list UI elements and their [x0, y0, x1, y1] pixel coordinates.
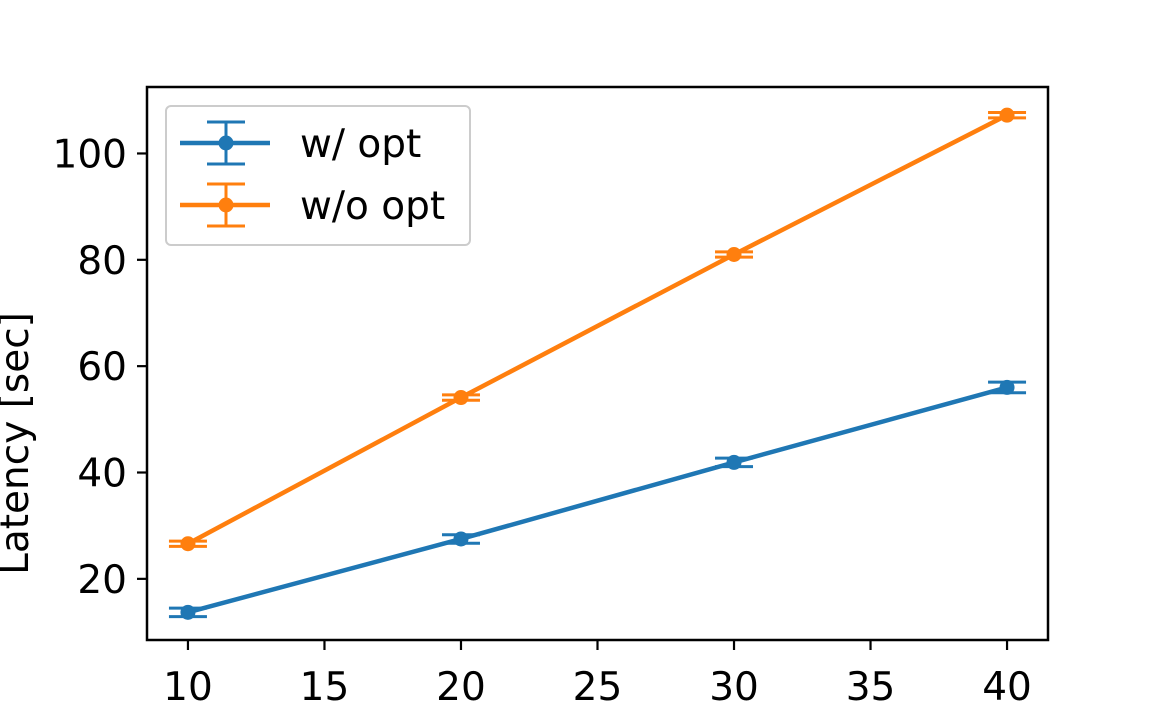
legend-label: w/ opt [300, 122, 421, 167]
plot-frame [145, 85, 1050, 642]
x-tick-label: 30 [709, 665, 759, 710]
legend-marker [218, 197, 234, 213]
data-point [453, 531, 469, 547]
x-tick-label: 20 [436, 665, 486, 710]
legend: w/ opt w/o opt [165, 105, 471, 246]
data-point [180, 604, 196, 620]
y-tick-label: 100 [53, 132, 127, 177]
data-point [999, 379, 1015, 395]
series-1 [168, 379, 1027, 620]
plot-series [168, 107, 1027, 620]
legend-item: w/o opt [180, 182, 445, 229]
y-axis-label: Latency [sec] [0, 312, 38, 575]
data-point [726, 454, 742, 470]
data-point [726, 246, 742, 262]
x-tick-label: 40 [982, 665, 1032, 710]
series-line [187, 385, 1008, 615]
x-tick-label: 15 [300, 665, 350, 710]
x-tick-label: 35 [846, 665, 896, 710]
axis-ticks: 10 15 20 25 30 35 40 20 40 60 80 100 [53, 132, 1032, 710]
data-point [453, 390, 469, 406]
legend-label: w/o opt [300, 184, 445, 229]
y-tick-label: 80 [77, 239, 127, 284]
y-tick-label: 60 [77, 345, 127, 390]
data-point [999, 107, 1015, 123]
x-tick-label: 25 [573, 665, 623, 710]
y-tick-label: 20 [77, 558, 127, 603]
data-point [180, 536, 196, 552]
y-tick-label: 40 [77, 452, 127, 497]
series-2 [168, 107, 1027, 552]
x-tick-label: 10 [163, 665, 213, 710]
series-line [186, 113, 1009, 546]
legend-item: w/ opt [180, 120, 421, 167]
legend-marker [218, 135, 234, 151]
